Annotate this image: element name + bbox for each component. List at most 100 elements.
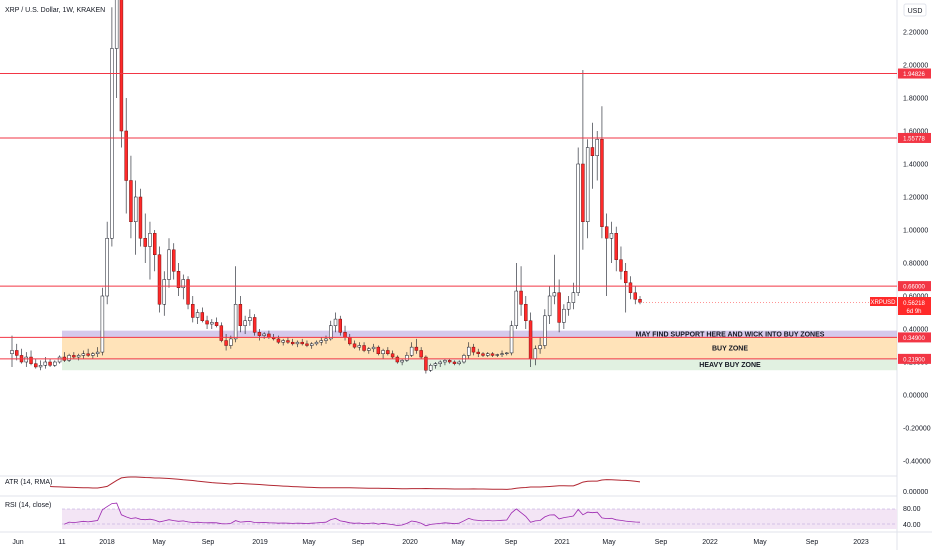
currency-badge[interactable]: [903, 3, 927, 17]
candle-body: [433, 363, 438, 366]
time-axis-tick: May: [302, 539, 316, 546]
candle-body: [248, 317, 252, 322]
time-axis-tick: Sep: [352, 539, 365, 546]
candle-body: [229, 338, 233, 346]
candle-body: [443, 360, 447, 363]
zone-rect: [62, 337, 897, 359]
zone-rect: [62, 330, 897, 338]
price-axis-tick: 0.00000: [903, 393, 928, 400]
time-axis-tick: Sep: [655, 539, 668, 546]
candle-body: [110, 48, 114, 239]
level-label-bg: [898, 332, 931, 343]
candle-body: [424, 356, 428, 371]
last-price-tag: XRPUSD 0.56218 6d 9h: [870, 297, 931, 315]
candle-body: [67, 355, 71, 361]
time-axis-tick: May: [753, 539, 767, 546]
candle-body: [124, 130, 128, 181]
last-price-symbol: XRPUSD: [870, 300, 896, 306]
candle-body: [338, 318, 342, 333]
zone-label: BUY ZONE: [712, 346, 748, 353]
candle-body: [286, 340, 290, 343]
candle-body: [500, 353, 504, 355]
candle-body: [243, 320, 247, 326]
candle-body: [614, 233, 618, 260]
zone-rect: [62, 358, 897, 371]
candle-body: [157, 254, 162, 305]
candle-body: [528, 320, 533, 359]
candle-body: [509, 325, 514, 354]
candle-body: [638, 299, 642, 303]
candle-body: [438, 361, 442, 364]
time-axis-tick: Sep: [505, 539, 518, 546]
rsi-band: [62, 509, 897, 529]
time-axis-tick: 2023: [853, 539, 869, 546]
candle-body: [576, 163, 580, 293]
level-label: 1.94826: [903, 72, 925, 78]
time-axis[interactable]: Jun 11 2018 May Sep 2019 May Sep 2020 May Sep 2021 M…: [12, 539, 869, 546]
candle-body: [191, 304, 195, 318]
atr-line: [50, 476, 641, 490]
candle-body: [295, 341, 300, 345]
candle-body: [543, 315, 547, 346]
candle-body: [95, 351, 100, 355]
candle-body: [486, 353, 490, 356]
time-axis-tick: Sep: [202, 539, 215, 546]
candle-body: [357, 345, 362, 348]
candle-body: [86, 353, 90, 356]
level-label-bg: [898, 132, 931, 143]
time-axis-tick: 2018: [99, 539, 115, 546]
candle-body: [238, 304, 243, 326]
time-axis-tick: Jun: [12, 539, 23, 546]
rsi-axis-tick-80: 80.00: [903, 506, 921, 513]
price-axis-tick: 1.60000: [903, 129, 928, 136]
candle-body: [15, 350, 19, 356]
candle-body: [252, 317, 257, 333]
price-axis-tick: 2.00000: [903, 63, 928, 70]
time-axis-tick: Sep: [806, 539, 819, 546]
candle-body: [624, 271, 628, 284]
candles-layer: [10, 0, 642, 374]
candle-body: [590, 147, 595, 156]
candle-body: [133, 196, 138, 222]
candle-body: [414, 346, 419, 351]
candle-body: [310, 343, 314, 346]
candle-body: [324, 338, 328, 341]
candle-body: [186, 279, 190, 305]
candle-body: [533, 348, 538, 359]
candle-body: [619, 259, 623, 272]
candle-body: [319, 340, 323, 343]
price-axis-tick: 0.80000: [903, 261, 928, 268]
candle-body: [81, 353, 86, 356]
price-axis-tick: 1.80000: [903, 96, 928, 103]
candle-body: [467, 346, 471, 356]
candle-body: [447, 360, 452, 363]
candle-body: [172, 249, 176, 272]
candle-body: [38, 365, 43, 368]
candle-body: [219, 325, 224, 341]
candle-body: [604, 226, 609, 239]
rsi-indicator-label: RSI (14, close): [5, 502, 51, 509]
candle-body: [395, 356, 400, 363]
candle-body: [381, 350, 385, 355]
levels-layer: [0, 73, 897, 360]
candle-body: [91, 353, 95, 356]
candle-body: [348, 337, 352, 345]
candle-body: [352, 343, 357, 348]
candle-body: [300, 341, 304, 345]
candle-body: [552, 292, 557, 297]
price-axis-tick: 1.20000: [903, 195, 928, 202]
candle-body: [167, 249, 171, 280]
candle-body: [600, 139, 604, 227]
candle-body: [257, 332, 262, 336]
candle-body: [633, 292, 637, 300]
candle-body: [214, 322, 219, 326]
candle-body: [114, 0, 119, 49]
candle-body: [419, 350, 423, 358]
level-label-bg: [898, 353, 931, 364]
candle-body: [48, 361, 52, 366]
candle-body: [205, 320, 209, 325]
currency-label: USD: [908, 8, 923, 15]
candle-body: [224, 340, 228, 346]
candle-body: [162, 279, 166, 305]
